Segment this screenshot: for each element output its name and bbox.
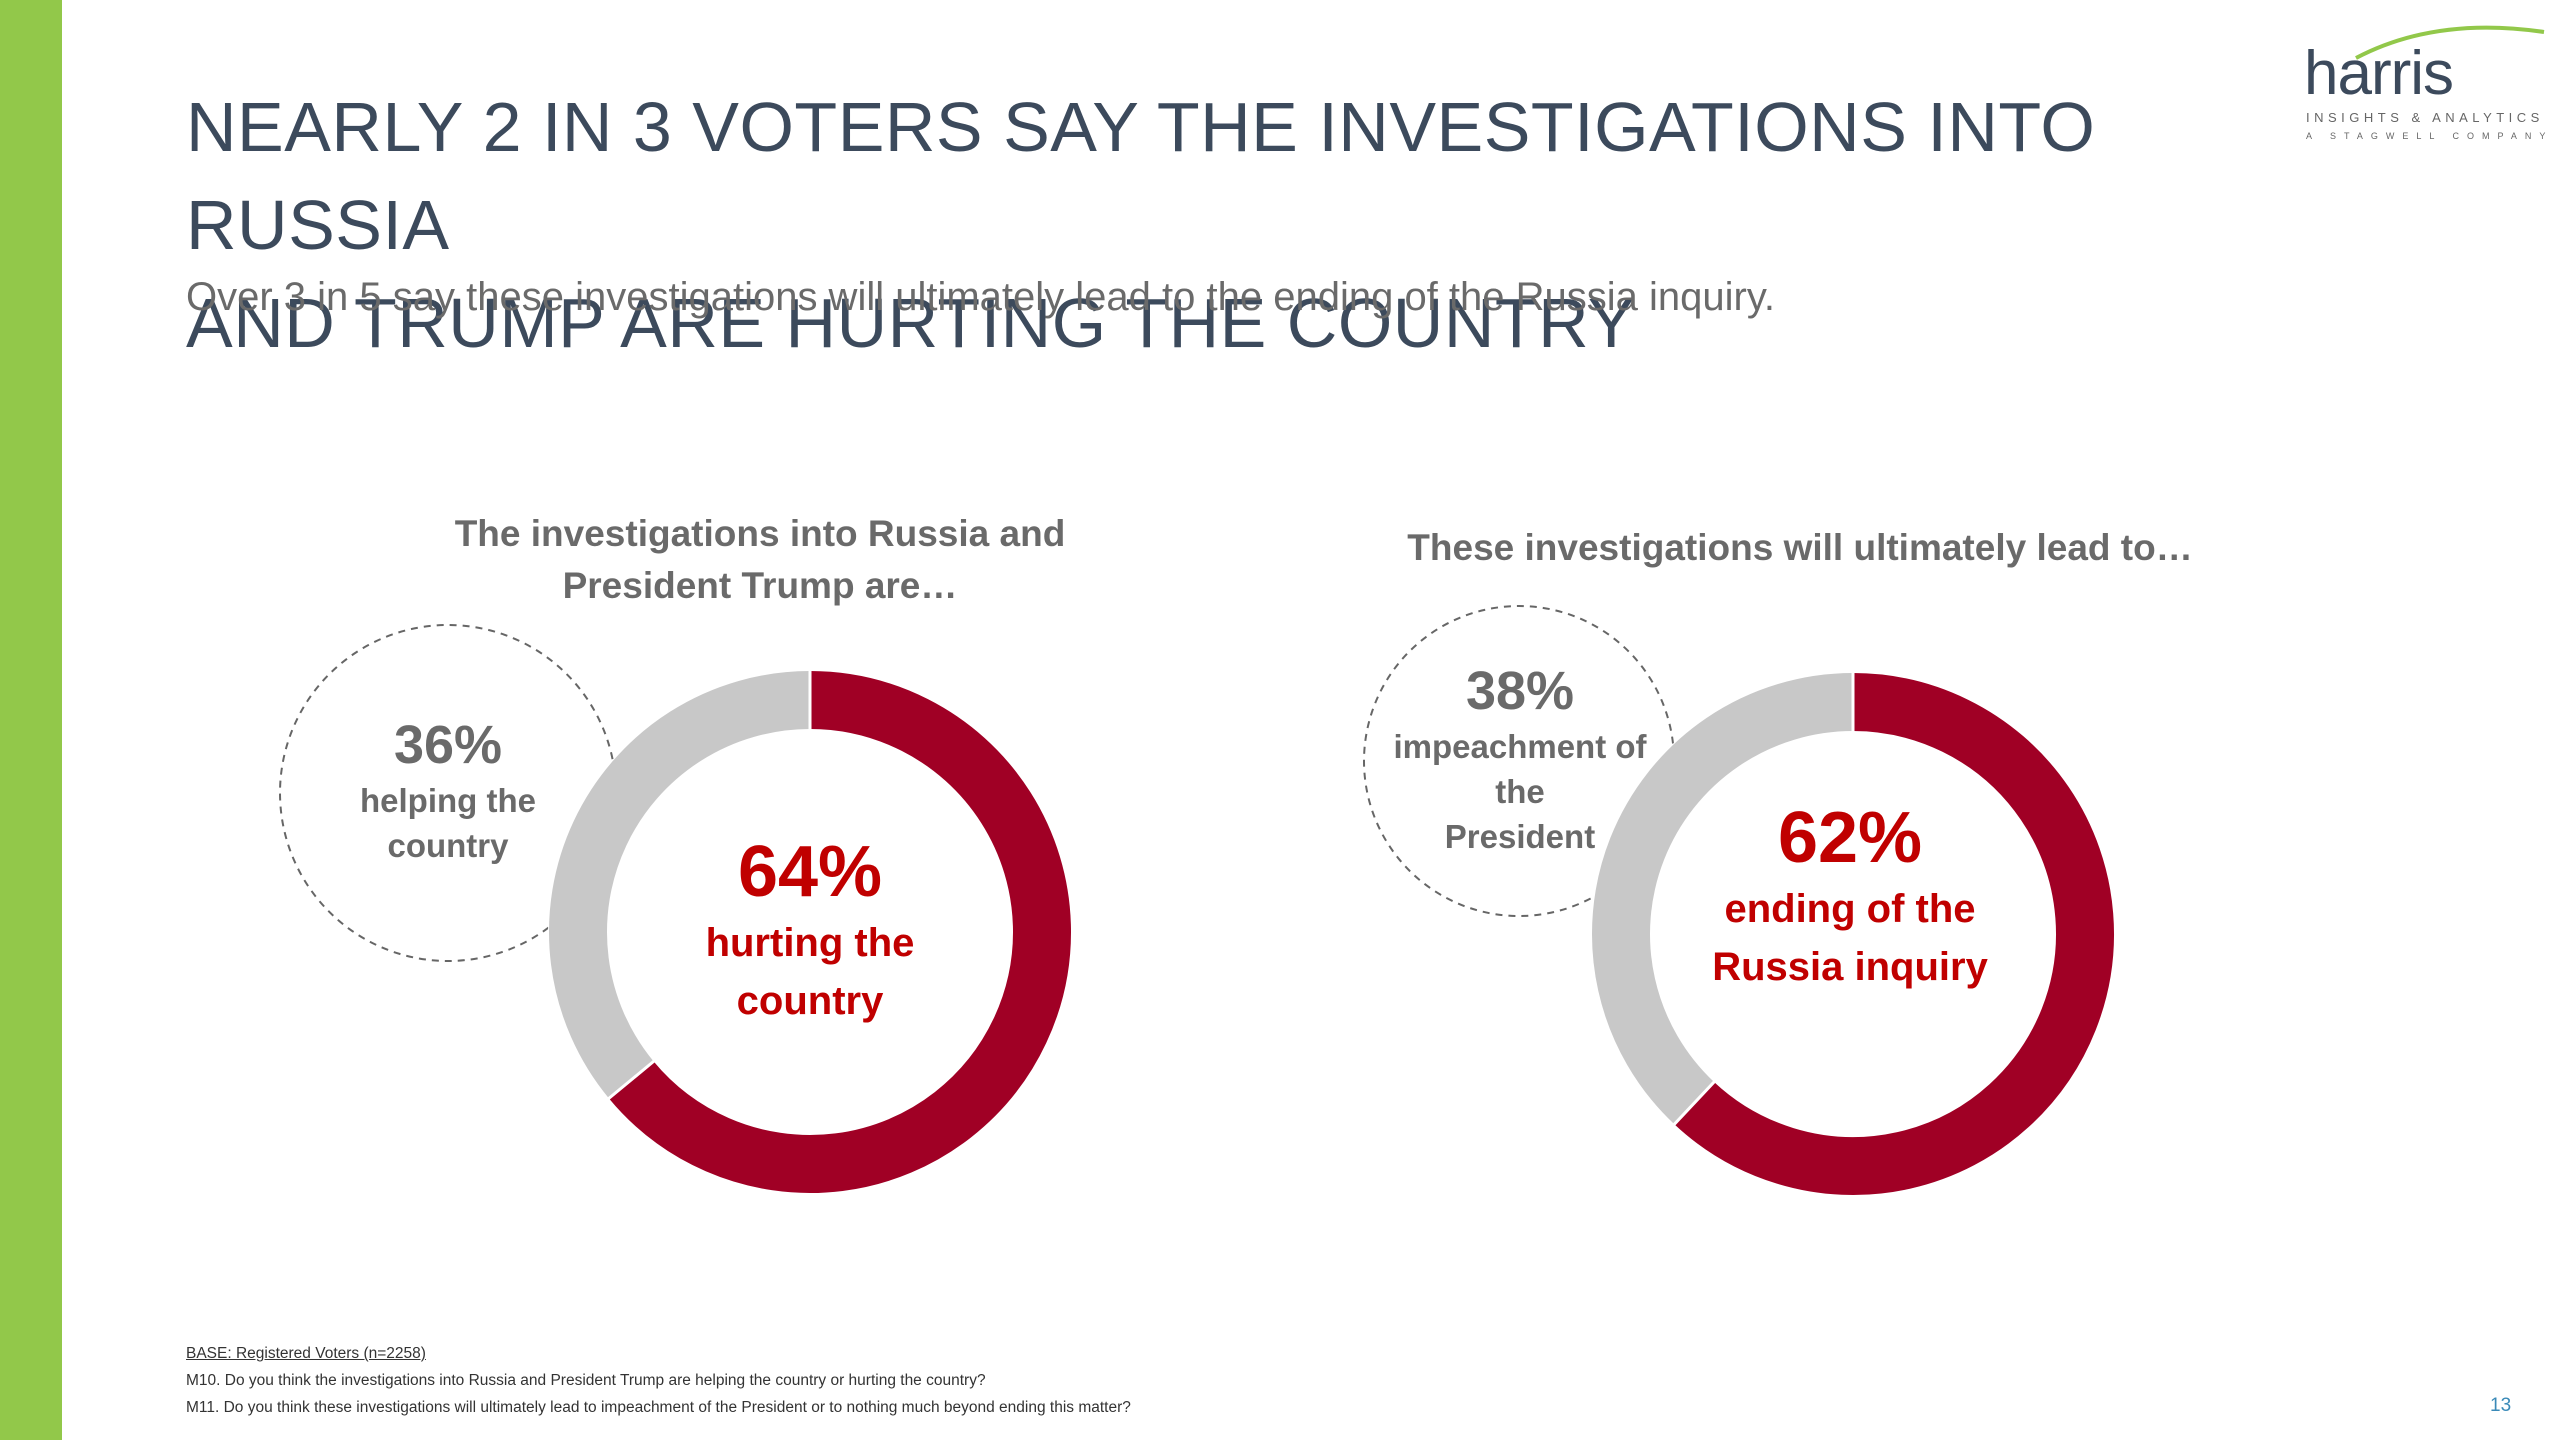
chart-2-secondary-pct: 38%	[1465, 661, 1575, 721]
chart-1-secondary-text-1: helping the	[360, 782, 536, 819]
footnote-base: BASE: Registered Voters (n=2258)	[186, 1345, 426, 1362]
slice-separator	[605, 1058, 657, 1102]
logo-wordmark: harris	[2304, 39, 2454, 108]
slide-subtitle: Over 3 in 5 say these investigations wil…	[186, 275, 1775, 319]
footnote-m10: M10. Do you think the investigations int…	[186, 1372, 986, 1389]
donut-slice-secondary	[549, 671, 811, 1099]
title-line-1: NEARLY 2 IN 3 VOTERS SAY THE INVESTIGATI…	[186, 88, 2096, 264]
donut-slice-primary	[608, 671, 1071, 1193]
chart-1-title: The investigations into Russia and Presi…	[410, 508, 1110, 612]
chart-1-callout-label: 36% helping the country	[298, 712, 598, 868]
chart-1-title-line-1: The investigations into Russia and	[454, 513, 1066, 554]
chart-2-callout-label: 38% impeachment of the President	[1365, 658, 1675, 859]
slice-separator	[1671, 1078, 1718, 1128]
chart-1-title-line-2: President Trump are…	[562, 565, 958, 606]
chart-1-main-pct: 64%	[737, 832, 883, 912]
logo-company: A STAGWELL COMPANY	[2306, 131, 2554, 141]
chart-2-title-line-1: These investigations will ultimately lea…	[1407, 527, 2193, 568]
chart-2-title: These investigations will ultimately lea…	[1370, 522, 2230, 574]
chart-2-main-pct: 62%	[1777, 798, 1923, 878]
donut-chart-ending-impeachment	[1363, 605, 2115, 1196]
donut-backing	[1591, 672, 2115, 1196]
harris-logo: harris INSIGHTS & ANALYTICS A STAGWELL C…	[2296, 18, 2546, 148]
chart-2-main-text-1: ending of the	[1724, 887, 1976, 931]
chart-1-secondary-text-2: country	[387, 827, 509, 864]
chart-1-center-label: 64% hurting the country	[610, 830, 1010, 1030]
footnotes: BASE: Registered Voters (n=2258) M10. Do…	[186, 1340, 1131, 1421]
footnote-m11: M11. Do you think these investigations w…	[186, 1399, 1131, 1416]
donut-chart-hurting-helping	[279, 624, 1072, 1194]
logo-swoosh-icon	[2355, 25, 2545, 60]
chart-1-main-text-2: country	[736, 979, 884, 1023]
chart-1-secondary-pct: 36%	[393, 715, 503, 775]
donut-slice-primary	[1674, 673, 2114, 1195]
page-number: 13	[2490, 1395, 2512, 1416]
chart-2-secondary-text-2: the	[1495, 773, 1545, 810]
chart-2-secondary-text-3: President	[1444, 818, 1596, 855]
chart-2-main-text-2: Russia inquiry	[1712, 945, 1988, 989]
chart-2-center-label: 62% ending of the Russia inquiry	[1640, 796, 2060, 996]
donut-slice-secondary	[1592, 673, 1854, 1125]
accent-sidebar	[0, 0, 62, 1440]
donut-backing	[548, 670, 1072, 1194]
logo-tagline: INSIGHTS & ANALYTICS	[2306, 110, 2544, 125]
slide-title: NEARLY 2 IN 3 VOTERS SAY THE INVESTIGATI…	[186, 78, 2236, 372]
chart-1-main-text-1: hurting the	[705, 921, 915, 965]
title-line-2: AND TRUMP ARE HURTING THE COUNTRY	[186, 284, 1636, 362]
chart-2-secondary-text-1: impeachment of	[1393, 728, 1647, 765]
